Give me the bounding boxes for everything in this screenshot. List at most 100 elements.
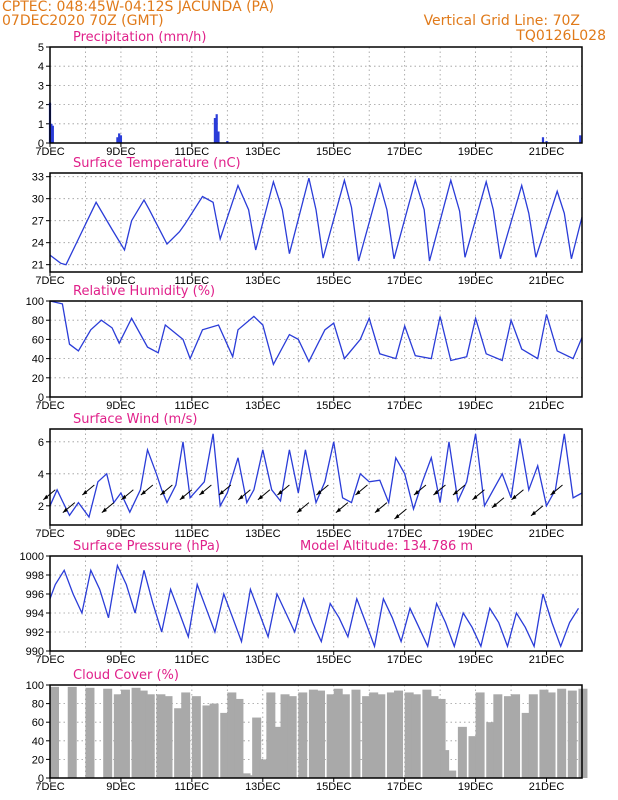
panel-6-bar [316,690,325,778]
panel-4-series-line [49,433,583,519]
panel-4-wind-arrowhead [199,490,205,495]
panel-6-bar [103,688,113,778]
panel-5-ytick-label: 994 [26,608,44,620]
panel-4-date-label: 9DEC [106,528,135,540]
panel-6-bar [50,686,59,778]
panel-6-bar [475,692,485,778]
header-location: CPTEC: 048:45W-04:12S JACUNDA (PA) [2,0,275,15]
panel-4-wind-arrowhead [355,490,361,495]
panel-2-date-label: 21DEC [529,275,565,287]
panel-4-frame [49,428,583,526]
panel-4-wind-arrowhead [140,490,146,495]
panel-2-date-label: 15DEC [316,275,352,287]
panel-1-ytick-label: 4 [38,61,44,73]
panel-3-date-label: 15DEC [316,400,352,412]
panel-4-wind-arrowhead [491,502,497,508]
panel-6-bar [376,694,386,778]
panel-1-bar [213,118,217,143]
panel-6-bar [362,696,372,778]
panel-6-bar [539,689,549,778]
panel-6-ytick-label: 100 [26,680,44,692]
panel-6-bar [386,692,396,778]
panel-6-bar [259,759,269,778]
panel-6-bar [333,688,343,778]
panel-4-wind-arrowhead [433,490,439,495]
panel-2-ytick-label: 30 [32,194,44,206]
panel-6-bar [156,694,166,778]
panel-6-bar [557,688,567,778]
panel-1-bar [545,141,548,143]
panel-4-wind-arrowhead [238,494,244,500]
panel-6-date-label: 11DEC [175,781,210,793]
panel-6-bar [422,689,432,778]
panel-1-bar [226,141,229,143]
panel-6-bar [138,690,148,778]
panel-6-bar [252,717,262,778]
panel-1-date-label: 17DEC [387,146,423,158]
panel-2-ytick-label: 24 [32,238,44,250]
panel-6-bar [287,696,297,778]
panel-3-date-label: 19DEC [458,400,494,412]
panel-5-title: Surface Pressure (hPa) [73,539,220,554]
panel-2-date-label: 7DEC [35,275,64,287]
panel-4-ytick-label: 2 [38,501,44,513]
panel-6-date-label: 17DEC [387,781,423,793]
panel-6-bar [468,736,478,778]
panel-6-ytick-label: 60 [32,717,44,729]
panel-6-bar [404,692,414,778]
panel-6-bar [394,690,404,778]
panel-4-date-label: 21DEC [529,528,565,540]
header-grid-line: Vertical Grid Line: 70Z [423,13,580,29]
panel-1-bar [215,114,218,143]
panel-4-wind-arrowhead [160,490,166,495]
panel-6-bar [120,689,130,778]
panel-6-date-label: 15DEC [316,781,352,793]
panel-4-wind-arrowhead [472,494,478,500]
panel-4-wind-arrowhead [413,490,419,495]
panel-6-ytick-label: 0 [38,773,44,785]
header-model-code: TQ0126L028 [516,28,606,44]
panel-3-title: Relative Humidity (%) [73,284,215,299]
panel-1-bar [579,135,582,143]
panel-2-date-label: 13DEC [245,275,281,287]
panel-6-bar [457,726,467,778]
panel-2-ytick-label: 27 [32,216,44,228]
panel-6-date-label: 19DEC [458,781,494,793]
panel-6-bar [273,726,283,778]
panel-6-bar [209,703,219,778]
panel-6-bar [411,694,421,778]
panel-5-annotation: Model Altitude: 134.786 m [300,539,473,554]
panel-6-date-label: 13DEC [245,781,281,793]
panel-4-wind-arrowhead [101,507,107,513]
panel-1-bar [119,135,123,143]
panel-3-date-label: 11DEC [175,400,210,412]
panel-2-title: Surface Temperature (nC) [73,156,241,171]
panel-3-series-line [49,300,583,367]
panel-4-title: Surface Wind (m/s) [73,412,197,427]
panel-6-bar [369,692,379,778]
panel-4-wind-arrowhead [43,494,49,500]
panel-5-ytick-label: 998 [26,570,44,582]
panel-4-date-label: 19DEC [458,528,494,540]
panel-6-ytick-label: 40 [32,736,44,748]
panel-1-ytick-label: 1 [38,119,44,131]
panel-6-bar [220,712,230,778]
panel-6-bar [436,698,446,778]
panel-1-ytick-label: 0 [38,138,44,150]
panel-3-ytick-label: 60 [32,334,44,346]
panel-4-ytick-label: 6 [38,437,44,449]
panel-6-bar [528,694,538,778]
panel-3-date-label: 21DEC [529,400,565,412]
panel-4-wind-arrowhead [511,494,517,500]
panel-3-date-label: 7DEC [35,400,64,412]
panel-6-bar [163,696,173,778]
panel-6-bar [85,687,95,778]
panel-5-ytick-label: 992 [26,627,44,639]
panel-6-bar [280,694,290,778]
panel-4-wind-arrowhead [452,490,458,495]
panel-6-bar [326,694,336,778]
panel-5-date-label: 15DEC [316,654,352,666]
panel-2-ytick-label: 21 [32,260,44,272]
panel-4-wind-arrowhead [121,494,127,500]
panel-2-date-label: 11DEC [175,275,210,287]
